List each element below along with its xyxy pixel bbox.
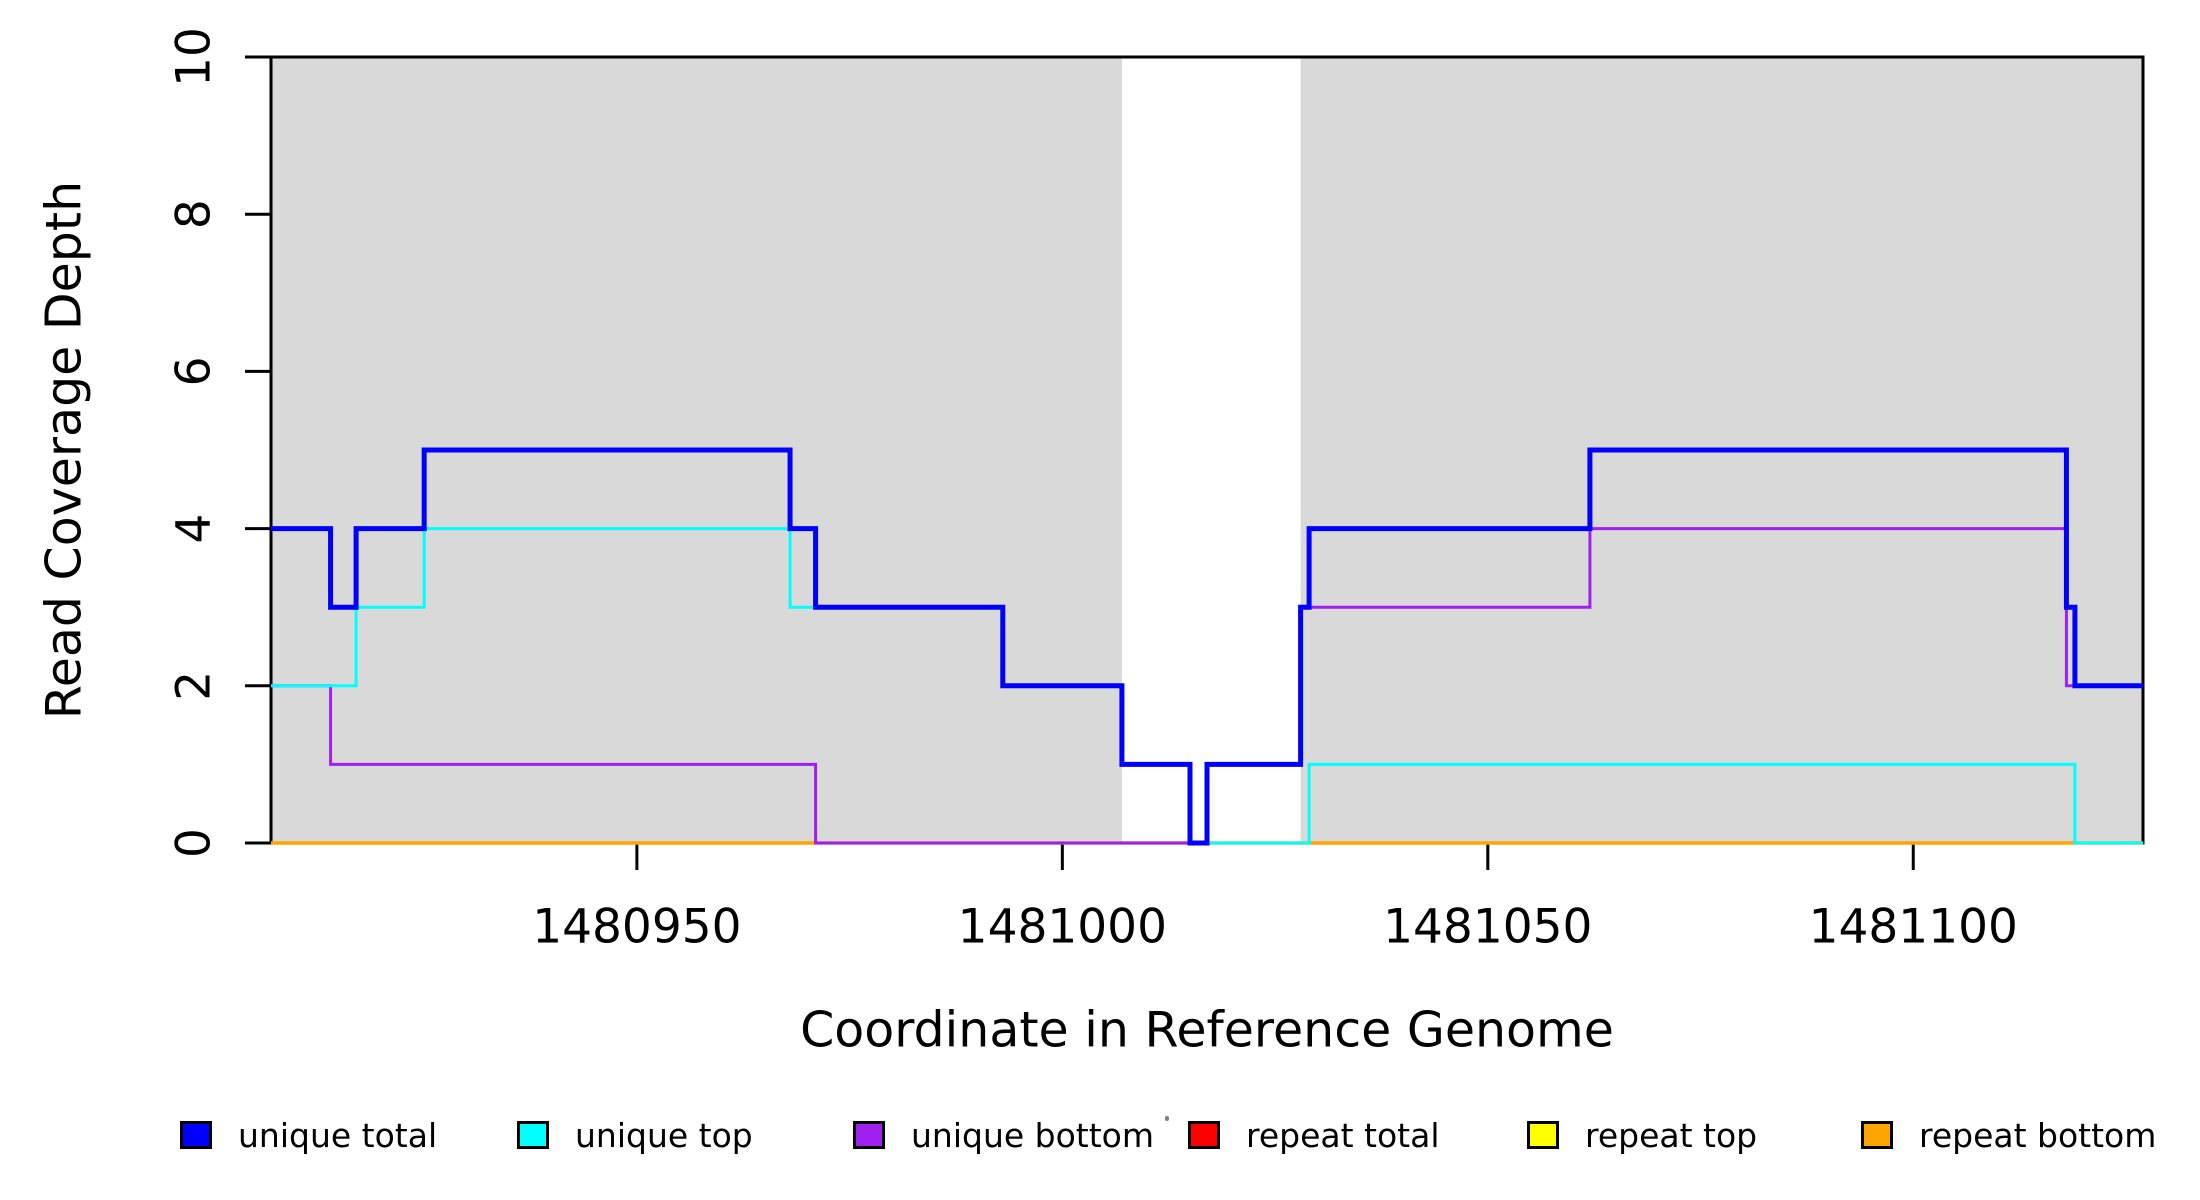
series-unique-total-line	[271, 447, 2143, 846]
x-tick-label: 1481100	[1809, 900, 2018, 955]
plot-area: 0 2 4 6 8 10 1480950 1481000 1481050 1481100	[167, 27, 2145, 955]
y-tick-label: 4	[167, 514, 222, 544]
y-tick-label: 2	[167, 671, 222, 701]
x-tick-label: 1481050	[1383, 900, 1592, 955]
x-tick-label: 1481000	[958, 900, 1167, 955]
speck-artifact	[1165, 1116, 1169, 1121]
y-axis-title: Read Coverage Depth	[36, 181, 93, 719]
x-axis-title: Coordinate in Reference Genome	[800, 1002, 1614, 1059]
y-tick-label: 8	[167, 199, 222, 229]
y-tick-label: 0	[167, 828, 222, 858]
y-tick-label: 6	[167, 356, 222, 386]
x-tick-label: 1480950	[532, 900, 741, 955]
y-tick-label: 10	[167, 27, 222, 87]
